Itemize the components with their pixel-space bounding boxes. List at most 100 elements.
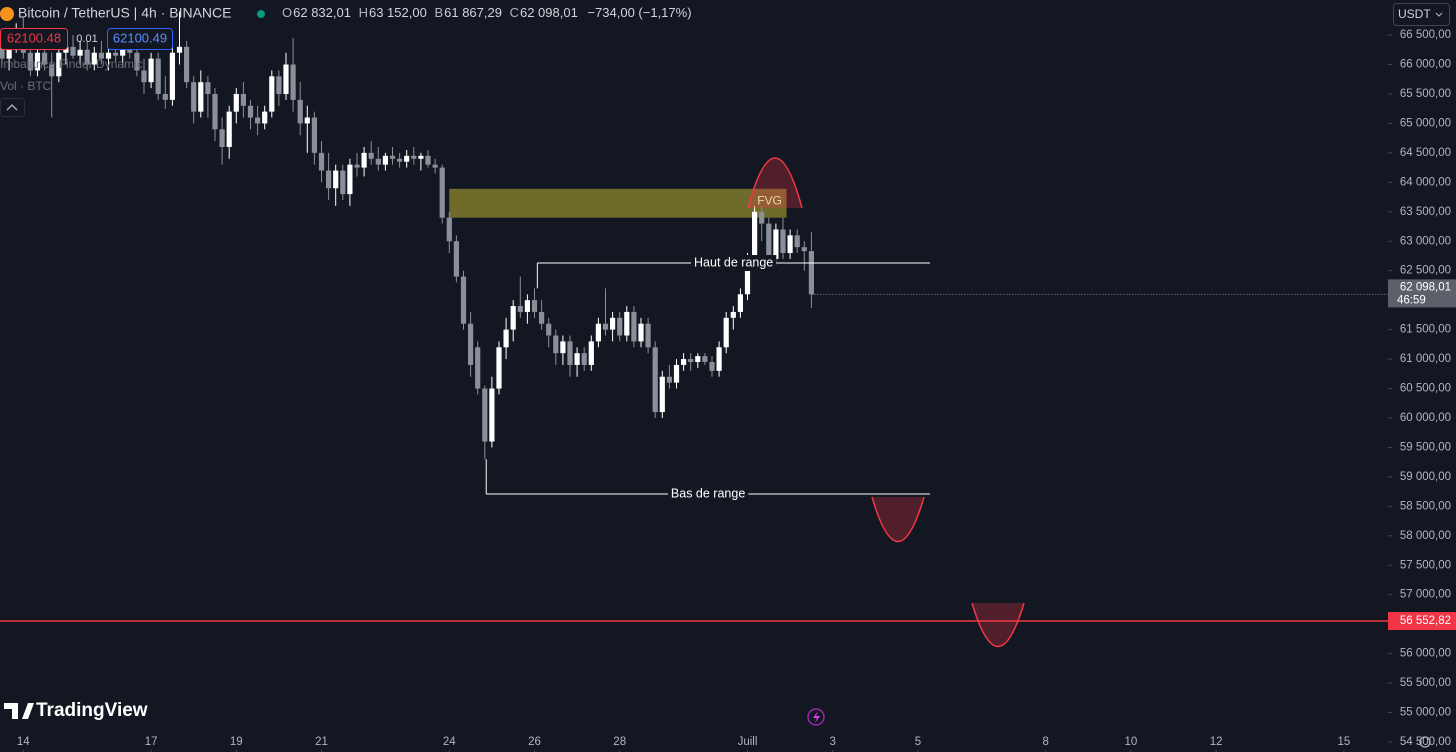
x-tick-label: 21 (315, 736, 328, 748)
candle-body (489, 388, 495, 442)
candle-body (432, 164, 438, 168)
candle-body (638, 323, 644, 342)
range-label: Bas de range (671, 486, 745, 500)
y-tick-label: 65 500,00 (1400, 88, 1451, 100)
candle-body (262, 111, 268, 124)
y-tick-label: 65 000,00 (1400, 117, 1451, 129)
candle-body (212, 93, 218, 130)
level-label: 56 552,82 (1400, 615, 1451, 627)
candle-body (326, 170, 332, 189)
status-dot (257, 10, 265, 18)
indicator-label[interactable]: Imbalance Finder Dynamic (0, 57, 143, 71)
candle-body (560, 341, 566, 354)
x-tick-label: 10 (1125, 736, 1138, 748)
candle-body (397, 158, 403, 162)
x-tick-label: 5 (915, 736, 921, 748)
candle-body (205, 82, 211, 94)
candle-body (113, 52, 119, 56)
candle-body (453, 241, 459, 277)
ohlc-value: 62 098,01 (520, 5, 578, 20)
candle-body (255, 117, 261, 124)
candle-body (688, 359, 694, 363)
candle-body (787, 235, 793, 254)
arc-drawing (871, 496, 925, 543)
x-tick-label: 28 (613, 736, 626, 748)
candle-body (475, 347, 481, 389)
candle-body (716, 347, 722, 371)
candle-body (389, 155, 396, 159)
ohlc-key: B (434, 5, 443, 20)
x-tick-label: 17 (145, 736, 158, 748)
candle-body (42, 52, 48, 65)
y-tick-label: 63 000,00 (1400, 235, 1451, 247)
buy-button[interactable] (107, 28, 173, 50)
fvg-label: FVG (757, 193, 782, 207)
candle-body (460, 276, 467, 324)
range-label-bg (667, 485, 749, 502)
collapse-button[interactable] (0, 98, 25, 117)
candle-body (304, 117, 310, 124)
indicator-label[interactable]: Vol · BTC (0, 79, 52, 93)
candle-body (439, 167, 445, 218)
sell-price[interactable]: 62100.48 (7, 30, 61, 45)
price-axis-bg (1388, 0, 1456, 752)
settings-icon[interactable] (1419, 736, 1431, 748)
candle-body (269, 76, 275, 112)
x-tick-label: 8 (1042, 736, 1048, 748)
candle-body (318, 152, 325, 171)
ohlc-key: O (282, 5, 292, 20)
candle-body (503, 329, 509, 348)
candle-body (191, 82, 197, 112)
candle-body (226, 111, 232, 147)
candle-body (730, 311, 736, 318)
y-tick-label: 59 500,00 (1400, 441, 1451, 453)
candle-body (404, 155, 410, 162)
buy-price[interactable]: 62100.49 (113, 30, 167, 45)
y-tick-label: 61 000,00 (1400, 353, 1451, 365)
y-tick-label: 66 500,00 (1400, 29, 1451, 41)
currency[interactable]: USDT (1398, 7, 1431, 21)
ohlc-value: 62 832,01 (293, 5, 351, 20)
candle-body (673, 364, 680, 383)
candle-body (347, 164, 353, 195)
spread: 0.01 (76, 33, 97, 45)
y-tick-label: 56 000,00 (1400, 648, 1451, 660)
y-tick-label: 57 500,00 (1400, 559, 1451, 571)
candle-body (723, 317, 729, 348)
level-badge (1388, 612, 1456, 631)
candle-body (801, 247, 807, 252)
candle-body (666, 376, 672, 383)
candle-body (737, 294, 743, 312)
x-tick-label: 15 (1338, 736, 1351, 748)
symbol: Bitcoin / TetherUS | 4h · BINANCE (18, 5, 231, 21)
currency-button[interactable] (1393, 3, 1450, 26)
sell-button[interactable] (0, 28, 68, 50)
candle-body (34, 52, 41, 71)
candle-body (709, 362, 715, 371)
arc-drawing (747, 157, 803, 209)
candle-body (617, 317, 623, 336)
candle-body (56, 52, 62, 77)
range-label: Haut de range (694, 255, 773, 269)
x-tick-label: 26 (528, 736, 541, 748)
y-tick-label: 64 500,00 (1400, 147, 1451, 159)
candle-body (794, 235, 800, 248)
y-tick-label: 59 000,00 (1400, 471, 1451, 483)
candle-body (702, 356, 708, 363)
y-tick-label: 57 000,00 (1400, 589, 1451, 601)
candle-body (283, 64, 289, 94)
candle-body (531, 300, 538, 312)
ohlc-key: H (359, 5, 368, 20)
candle-body (297, 99, 303, 124)
x-tick-label: 24 (443, 736, 456, 748)
candle-body (169, 52, 175, 100)
candle-body (141, 70, 147, 83)
candle-body (276, 76, 282, 94)
last-price-label: 62 098,01 (1400, 281, 1451, 293)
alert-icon[interactable] (807, 708, 825, 726)
candle-body (354, 164, 360, 168)
candle-body (49, 64, 55, 77)
